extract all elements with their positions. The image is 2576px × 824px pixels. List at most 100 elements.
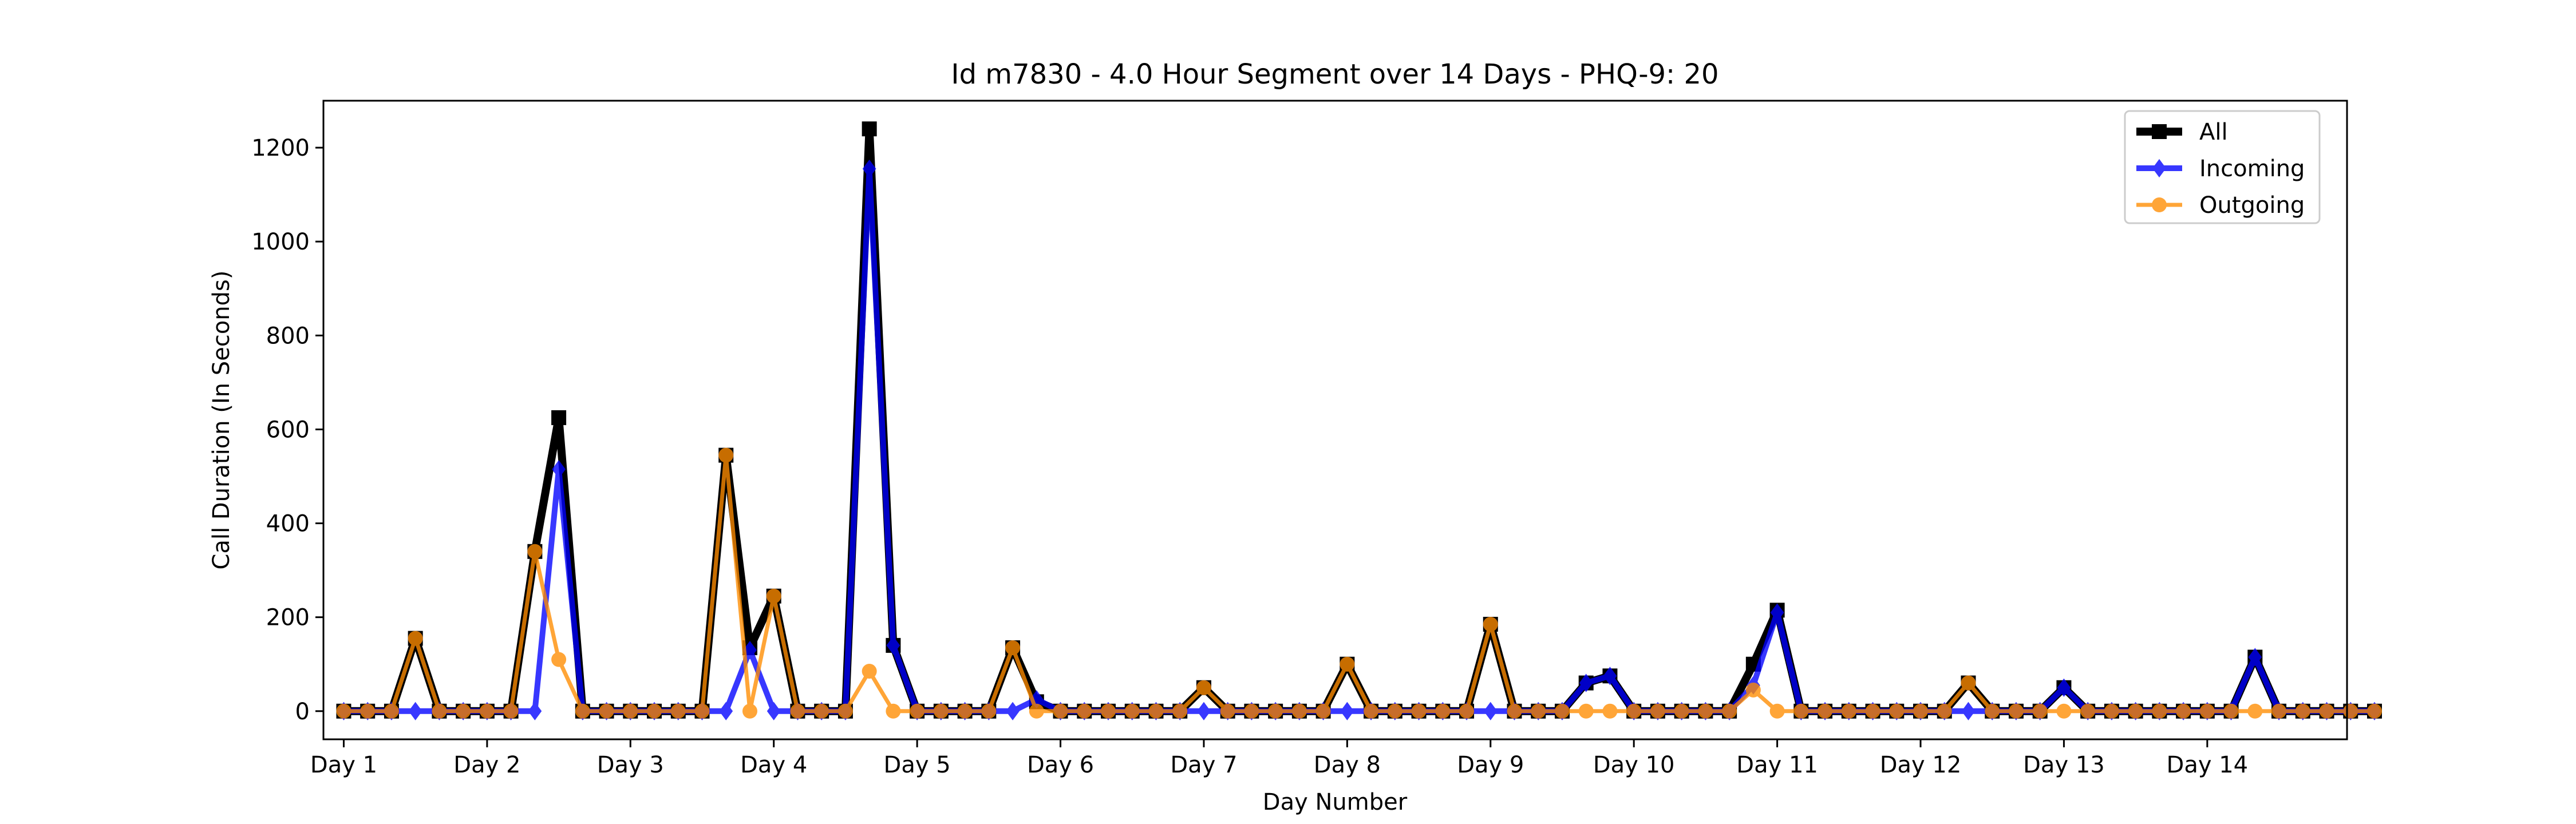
data-point (1865, 703, 1880, 719)
data-point (1197, 702, 1211, 720)
data-point (862, 664, 877, 679)
data-point (933, 703, 949, 719)
data-point (1244, 703, 1259, 719)
legend-marker (2152, 159, 2166, 178)
data-point (1769, 703, 1785, 719)
data-point (957, 703, 973, 719)
data-point (1770, 603, 1784, 622)
data-point (1029, 690, 1044, 709)
y-tick-label: 1000 (251, 229, 310, 255)
data-point (2152, 703, 2167, 719)
data-point (1005, 640, 1021, 655)
data-point (1961, 675, 1976, 691)
x-tick-label: Day 7 (1170, 752, 1237, 778)
data-point (408, 631, 423, 646)
data-point (1268, 703, 1283, 719)
x-tick-label: Day 6 (1027, 752, 1094, 778)
y-tick-label: 0 (295, 699, 310, 725)
data-point (1507, 703, 1522, 719)
data-point (910, 703, 925, 719)
data-point (552, 460, 566, 479)
data-point (719, 702, 733, 720)
data-point (1315, 703, 1331, 719)
data-point (1889, 703, 1905, 719)
data-point (1793, 703, 1809, 719)
x-axis: Day 1 Day 2 Day 3 Day 4 Day 5 Day 6 Day 7 Day 8… (310, 739, 2248, 778)
data-point (2295, 703, 2310, 719)
data-point (1364, 703, 1379, 719)
data-point (1101, 703, 1116, 719)
legend-label: Incoming (2199, 156, 2305, 182)
data-point (2319, 703, 2334, 719)
data-point (2199, 703, 2215, 719)
data-point (1937, 703, 1952, 719)
legend-item (2136, 124, 2182, 139)
plot-area (336, 121, 2382, 720)
data-point (981, 703, 997, 719)
x-tick-label: Day 8 (1314, 752, 1381, 778)
data-point (743, 640, 757, 660)
data-point (814, 703, 829, 719)
data-point (1602, 703, 1618, 719)
chart-title: Id m7830 - 4.0 Hour Segment over 14 Days… (951, 58, 1718, 90)
y-tick-label: 1200 (251, 135, 310, 161)
y-axis-title: Call Duration (In Seconds) (208, 271, 235, 570)
x-tick-label: Day 4 (740, 752, 807, 778)
data-point (1722, 703, 1737, 719)
data-point (2080, 703, 2096, 719)
data-point (1053, 703, 1068, 719)
data-point (1029, 703, 1044, 719)
x-tick-label: Day 14 (2167, 752, 2249, 778)
data-point (1961, 702, 1976, 720)
data-point (1435, 703, 1451, 719)
data-point (1172, 703, 1188, 719)
y-tick-label: 600 (266, 417, 310, 443)
data-point (1340, 702, 1354, 720)
x-tick-label: Day 10 (1593, 752, 1675, 778)
x-tick-label: Day 3 (597, 752, 664, 778)
data-point (1698, 703, 1713, 719)
data-point (2176, 703, 2191, 719)
data-point (1077, 703, 1092, 719)
data-point (2248, 648, 2262, 667)
data-point (1148, 703, 1164, 719)
data-point (479, 703, 495, 719)
data-point (575, 703, 590, 719)
data-point (1913, 703, 1929, 719)
data-point (1459, 703, 1475, 719)
data-point (1531, 703, 1546, 719)
x-tick-label: Day 5 (884, 752, 951, 778)
data-point (766, 588, 781, 604)
data-point (1411, 703, 1427, 719)
data-point (1291, 703, 1307, 719)
data-point (2032, 703, 2048, 719)
data-point (527, 544, 543, 559)
y-tick-label: 200 (266, 605, 310, 631)
data-point (1674, 703, 1689, 719)
x-tick-label: Day 12 (1880, 752, 1962, 778)
data-point (1220, 703, 1235, 719)
data-point (2104, 703, 2119, 719)
data-point (694, 703, 710, 719)
data-point (528, 702, 542, 720)
y-tick-label: 400 (266, 511, 310, 537)
data-point (670, 703, 686, 719)
legend-label: Outgoing (2199, 192, 2305, 219)
data-point (1483, 616, 1498, 632)
data-point (1579, 674, 1593, 692)
x-tick-label: Day 13 (2023, 752, 2105, 778)
data-point (862, 121, 877, 137)
data-point (1387, 703, 1402, 719)
data-point (2247, 703, 2263, 719)
data-point (886, 703, 901, 719)
legend-label: All (2199, 119, 2228, 145)
legend-marker (2152, 124, 2167, 139)
data-point (1578, 703, 1594, 719)
data-point (862, 159, 876, 179)
data-point (790, 703, 805, 719)
data-point (742, 703, 757, 719)
plot-frame (322, 100, 2348, 740)
y-tick-label: 800 (266, 323, 310, 349)
data-point (2056, 703, 2072, 719)
legend-item (2136, 197, 2182, 212)
